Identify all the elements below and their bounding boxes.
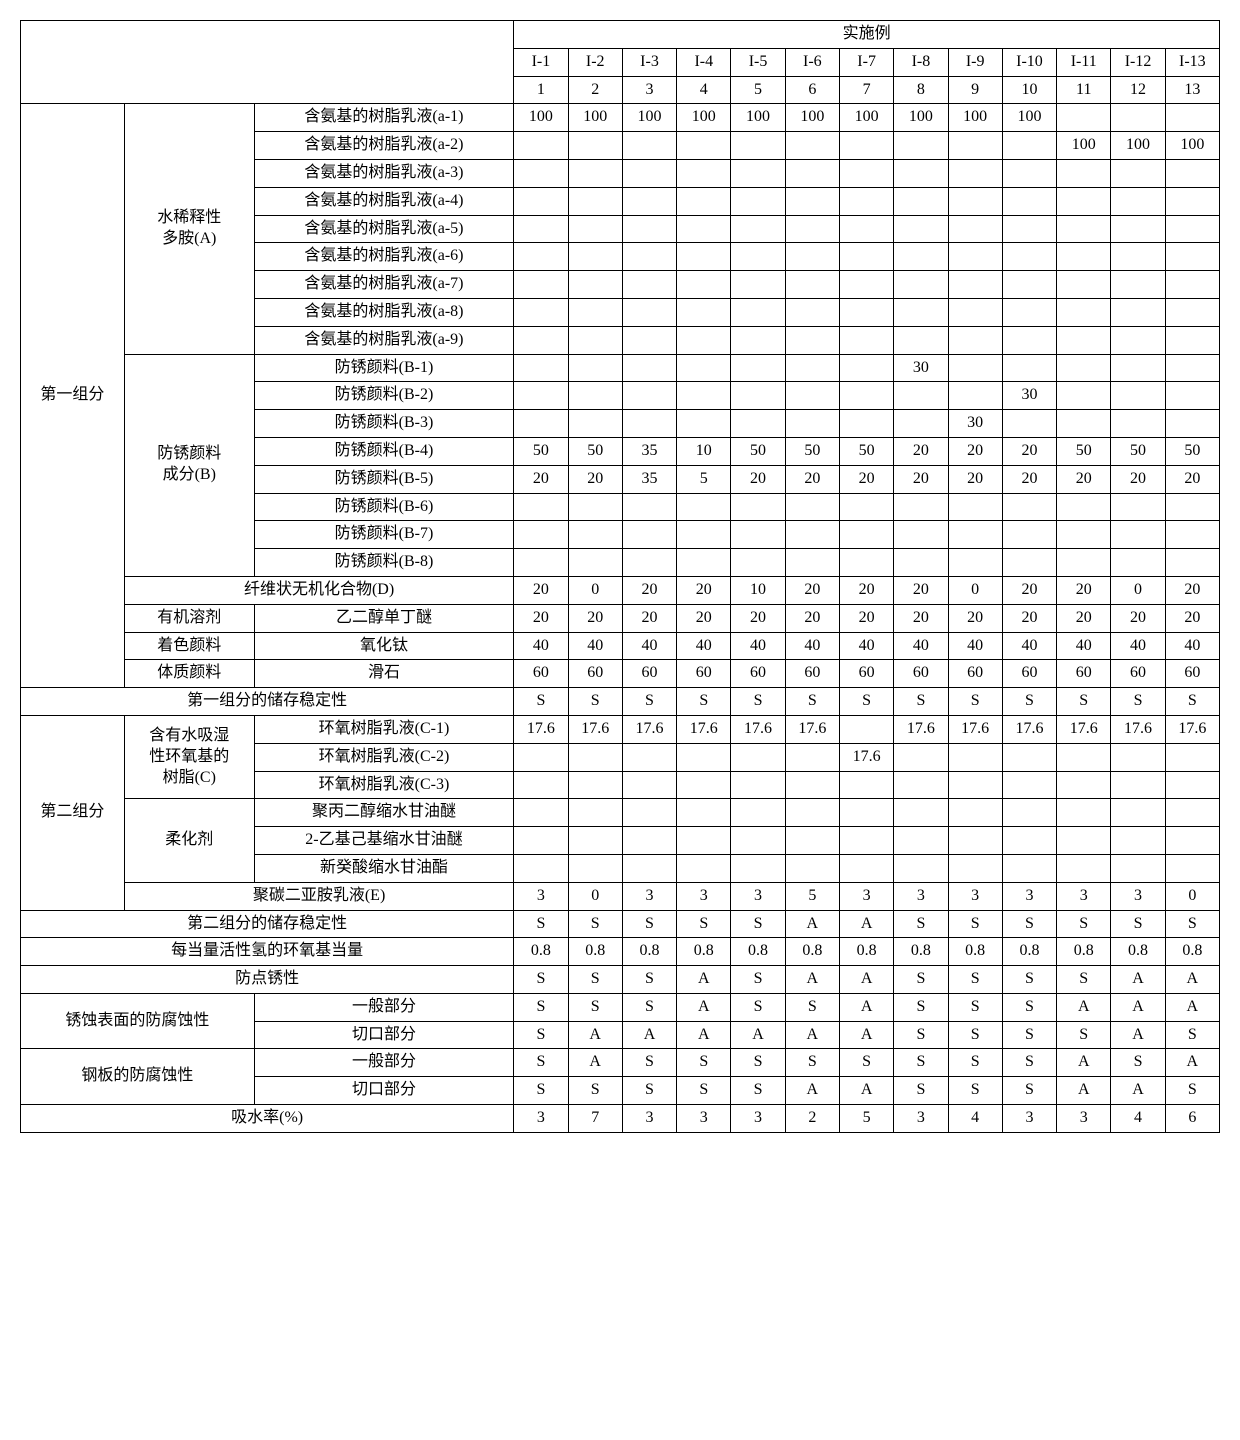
spot-rust: 防点锈性 [21, 966, 514, 994]
E-label: 聚碳二亚胺乳液(E) [124, 882, 513, 910]
formulation-table: 实施例 I-1I-2 I-3I-4 I-5I-6 I-7I-8 I-9I-10 … [20, 20, 1220, 1133]
steel-plate: 钢板的防腐蚀性 [21, 1049, 255, 1105]
B-label: 防锈颜料成分(B) [124, 354, 254, 576]
rust-surface: 锈蚀表面的防腐蚀性 [21, 993, 255, 1049]
A-row0: 含氨基的树脂乳液(a-1) [254, 104, 514, 132]
water-absorption: 吸水率(%) [21, 1105, 514, 1133]
group1-label: 第一组分 [21, 104, 125, 688]
g2-stability: 第二组分的储存稳定性 [21, 910, 514, 938]
g1-stability: 第一组分的储存稳定性 [21, 688, 514, 716]
A-label: 水稀释性多胺(A) [124, 104, 254, 354]
softener-label: 柔化剂 [124, 799, 254, 882]
header-shishili: 实施例 [514, 21, 1220, 49]
C-label: 含有水吸湿性环氧基的树脂(C) [124, 715, 254, 798]
epoxy-equiv: 每当量活性氢的环氧基当量 [21, 938, 514, 966]
D-label: 纤维状无机化合物(D) [124, 576, 513, 604]
group2-label: 第二组分 [21, 715, 125, 910]
header-blank [21, 21, 514, 104]
